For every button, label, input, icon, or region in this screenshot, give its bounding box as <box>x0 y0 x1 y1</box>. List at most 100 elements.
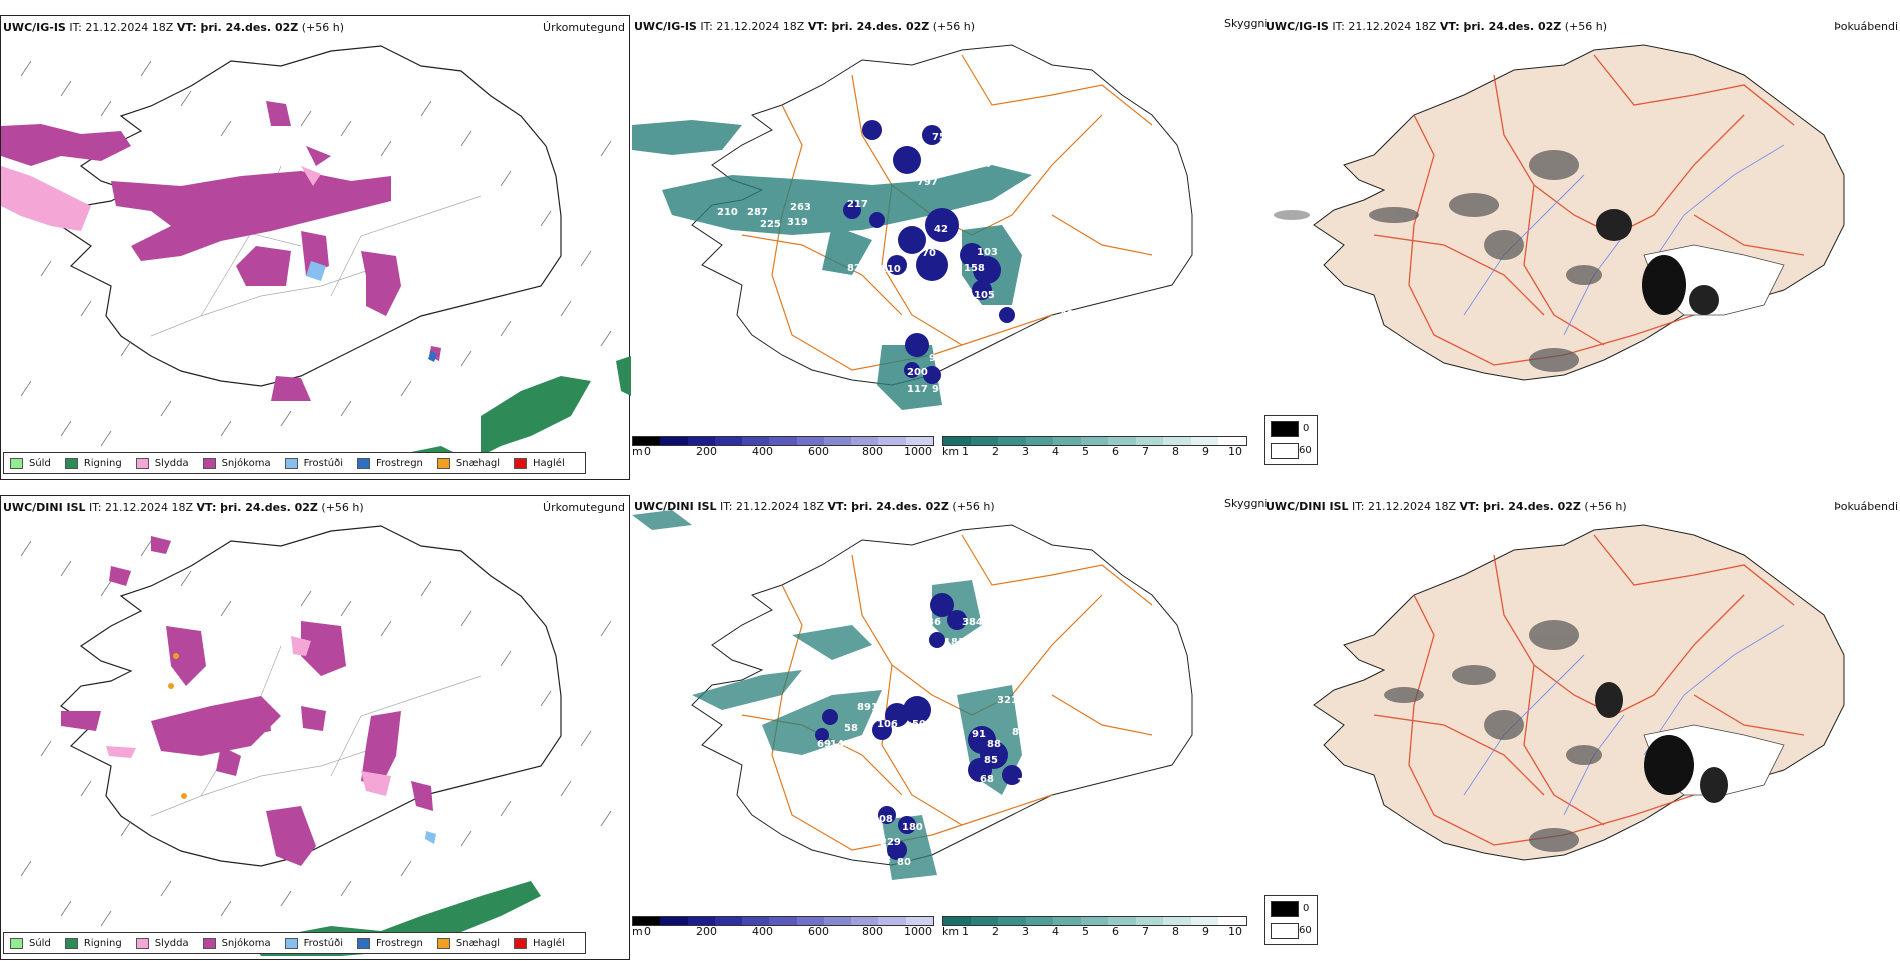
legend-swatch <box>514 457 528 469</box>
visibility-tick: 2 <box>992 925 999 938</box>
ceiling-label: 75 <box>932 132 946 143</box>
colorbar-segment <box>1218 437 1247 445</box>
visibility-unit: km <box>942 445 960 458</box>
legend-swatch <box>64 457 78 469</box>
legend-label: Snæhagl <box>455 457 501 469</box>
panel-title: UWC/IG-IS IT: 21.12.2024 18Z VT: þri. 24… <box>1266 20 1607 33</box>
fog-legend: 0 60 <box>1264 415 1318 465</box>
ceiling-label: 58 <box>844 723 858 734</box>
colorbar-segment <box>943 917 971 925</box>
colorbar-segment <box>633 917 661 925</box>
visibility-tick: 6 <box>1112 925 1119 938</box>
visibility-panel-bottom: UWC/DINI ISL IT: 21.12.2024 18Z VT: þri.… <box>632 495 1267 960</box>
panel-field-label: Þokuábendi <box>1834 20 1898 33</box>
panel-title: UWC/DINI ISL IT: 21.12.2024 18Z VT: þri.… <box>634 500 995 513</box>
colorbar-segment <box>970 917 999 925</box>
colorbar-segment <box>1080 437 1109 445</box>
visibility-tick: 4 <box>1052 925 1059 938</box>
ceiling-label: 180 <box>902 822 923 833</box>
visibility-tick: 3 <box>1022 445 1029 458</box>
ceiling-label: 32 <box>1050 285 1064 296</box>
legend-swatch <box>10 457 23 469</box>
legend-label: Rigning <box>83 937 122 949</box>
panel-title: UWC/DINI ISL IT: 21.12.2024 18Z VT: þri.… <box>1266 500 1627 513</box>
visibility-panel-top: UWC/IG-IS IT: 21.12.2024 18Z VT: þri. 24… <box>632 15 1267 480</box>
visibility-tick: 10 <box>1228 925 1242 938</box>
panel-field-label: Skyggni <box>1224 17 1268 30</box>
colorbar-segment <box>851 437 879 445</box>
fog-index-panel-top: UWC/IG-IS IT: 21.12.2024 18Z VT: þri. 24… <box>1264 15 1900 480</box>
visibility-tick: 5 <box>1082 445 1089 458</box>
fog-legend-white <box>1271 923 1299 939</box>
ceiling-tick: 800 <box>862 925 883 938</box>
ceiling-label: 181 <box>944 637 965 648</box>
visibility-tick: 7 <box>1142 445 1149 458</box>
colorbar-segment <box>1135 437 1164 445</box>
legend-swatch <box>10 937 23 949</box>
legend-swatch <box>284 457 298 469</box>
precip-type-legend: Súld Rigning Slydda Snjókoma Frostúði Fr… <box>3 932 586 954</box>
colorbar-segment <box>660 437 688 445</box>
ceiling-label: 321 <box>997 695 1018 706</box>
colorbar-segment <box>1025 437 1054 445</box>
legend-label: Slydda <box>154 457 189 469</box>
colorbar-segment <box>1108 437 1136 445</box>
legend-label: Rigning <box>83 457 122 469</box>
colorbar-segment <box>796 437 824 445</box>
ceiling-label: 764 <box>972 215 993 226</box>
ceiling-label: 105 <box>974 290 995 301</box>
legend-label: Slydda <box>154 937 189 949</box>
ceiling-unit: m <box>632 445 643 458</box>
colorbar-segment <box>1080 917 1109 925</box>
ceiling-label: 50 <box>912 719 926 730</box>
legend-label: Snjókoma <box>221 937 271 949</box>
legend-swatch <box>436 937 450 949</box>
ceiling-tick: 1000 <box>904 445 932 458</box>
ceiling-label: 229 <box>880 837 901 848</box>
ceiling-label: 106 <box>877 719 898 730</box>
fog-index-panel-bottom: UWC/DINI ISL IT: 21.12.2024 18Z VT: þri.… <box>1264 495 1900 960</box>
ceiling-tick: 200 <box>696 445 717 458</box>
panel-title: UWC/IG-IS IT: 21.12.2024 18Z VT: þri. 24… <box>3 21 344 34</box>
legend-swatch <box>202 457 216 469</box>
colorbar-segment <box>742 917 770 925</box>
colorbar-segment <box>714 917 743 925</box>
colorbar-segment <box>1053 917 1081 925</box>
legend-label: Snæhagl <box>455 937 501 949</box>
visibility-colorbar: km 1 2 3 4 5 6 7 8 9 10 <box>942 436 1247 458</box>
ceiling-label: 210 <box>717 207 738 218</box>
legend-swatch <box>284 937 298 949</box>
panel-field-label: Skyggni <box>1224 497 1268 510</box>
precip-type-panel-top: UWC/IG-IS IT: 21.12.2024 18Z VT: þri. 24… <box>0 15 631 480</box>
legend-label: Frostúði <box>303 937 343 949</box>
ceiling-label: 200 <box>942 163 963 174</box>
ceiling-label: 217 <box>847 199 868 210</box>
legend-label: Súld <box>29 937 51 949</box>
colorbar-segment <box>998 917 1026 925</box>
colorbar-segment <box>1163 437 1191 445</box>
ceiling-label: 86 <box>927 617 941 628</box>
fog-legend-black-value: 0 <box>1303 903 1310 914</box>
ceiling-label: 39 <box>1062 797 1076 808</box>
ceiling-label: 42 <box>934 224 948 235</box>
colorbar-segment <box>851 917 879 925</box>
legend-label: Frostúði <box>303 457 343 469</box>
ceiling-colorbar: m 0 200 400 600 800 1000 <box>632 436 934 458</box>
ceiling-label: 82 <box>847 263 861 274</box>
ceiling-label: 263 <box>790 202 811 213</box>
colorbar-segment <box>1190 917 1219 925</box>
visibility-tick: 1 <box>962 445 969 458</box>
colorbar-segment <box>905 917 933 925</box>
colorbar-segment <box>823 437 852 445</box>
colorbar-segment <box>633 437 661 445</box>
visibility-unit: km <box>942 925 960 938</box>
ceiling-tick: 400 <box>752 445 773 458</box>
iceland-map: 75 200 387 797 210 287 263 217 225 319 4… <box>632 44 1193 410</box>
colorbar-segment <box>769 917 797 925</box>
visibility-tick: 6 <box>1112 445 1119 458</box>
colorbar-segment <box>878 917 906 925</box>
colorbar-segment <box>1163 917 1191 925</box>
colorbar-segment <box>998 437 1026 445</box>
colorbar-segment <box>687 437 715 445</box>
colorbar-segment <box>660 917 688 925</box>
